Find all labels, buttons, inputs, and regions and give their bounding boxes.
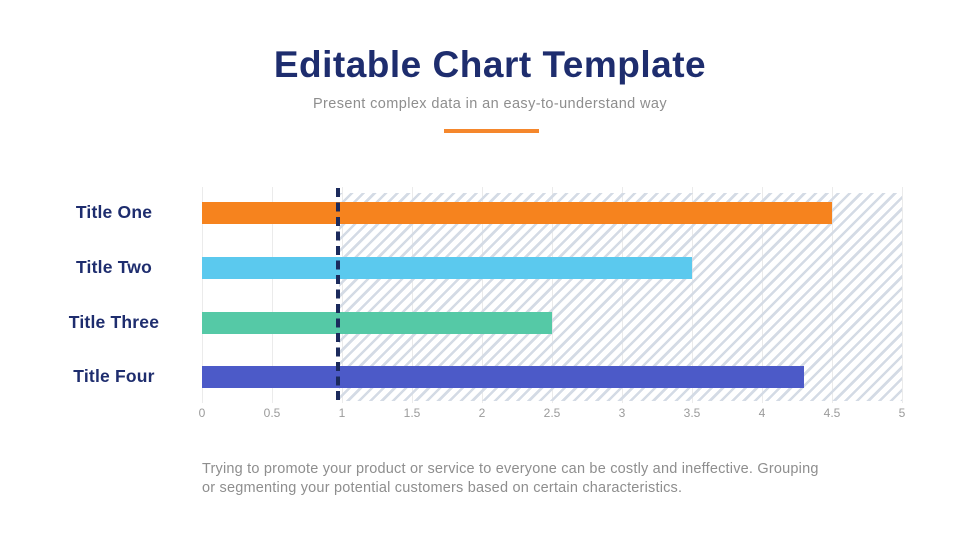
accent-divider — [444, 129, 539, 133]
category-label-2: Title Two — [75, 256, 152, 277]
x-tick-label-2: 2 — [478, 406, 486, 420]
x-tick-label-1: 1 — [338, 406, 346, 420]
x-tick-label-0: 0 — [198, 406, 206, 420]
reference-dashed-line — [335, 188, 340, 405]
hatched-region — [339, 193, 902, 401]
x-tick-label-2.5: 2.5 — [543, 406, 561, 420]
slide-title: Editable Chart Template — [273, 44, 707, 85]
x-tick-label-0.5: 0.5 — [263, 406, 281, 420]
gridline-x-0 — [202, 187, 203, 403]
x-tick-label-3.5: 3.5 — [683, 406, 701, 420]
bar-title-four — [202, 366, 804, 389]
gridline-x-5 — [902, 187, 903, 403]
x-tick-label-4.5: 4.5 — [823, 406, 841, 420]
bar-title-three — [202, 311, 552, 334]
x-tick-label-1.5: 1.5 — [403, 406, 421, 420]
x-tick-label-5: 5 — [898, 406, 906, 420]
category-label-3: Title Three — [68, 311, 160, 332]
gridline-x-0.5 — [272, 187, 273, 403]
bar-title-one — [202, 202, 832, 224]
category-label-1: Title One — [75, 202, 153, 222]
bar-title-two — [202, 256, 692, 279]
footer-text: Trying to promote your product or servic… — [202, 461, 819, 496]
slide-subtitle: Present complex data in an easy-to-under… — [312, 96, 668, 112]
x-tick-label-4: 4 — [758, 406, 766, 420]
category-label-4: Title Four — [73, 366, 155, 387]
slide-header: Editable Chart Template Present complex … — [0, 0, 980, 112]
x-tick-label-3: 3 — [618, 406, 626, 420]
